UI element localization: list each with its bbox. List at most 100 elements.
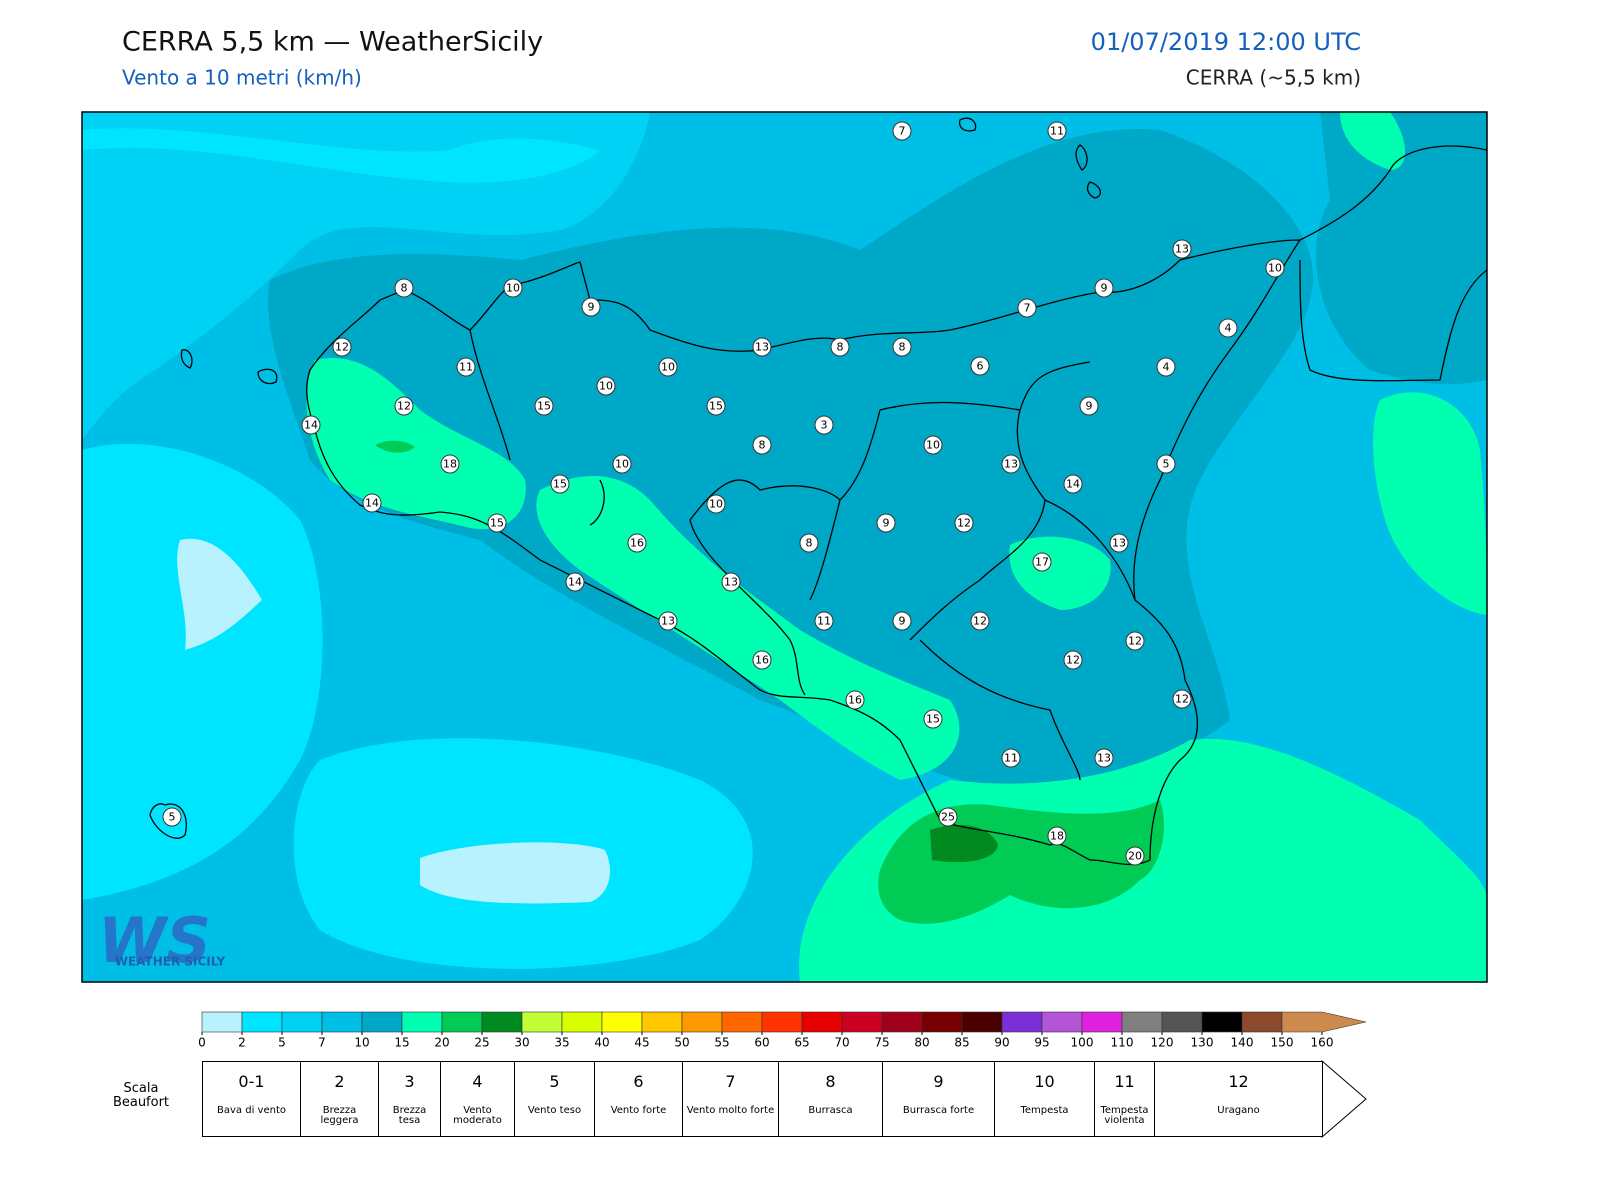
tick-label: 120 [1151,1036,1174,1050]
beaufort-description: Bava di vento [217,1105,286,1116]
station-value: 6 [977,360,984,373]
color-box [441,1011,483,1033]
station-marker [1047,826,1067,846]
beaufort-description: Brezza leggera [320,1105,359,1126]
map: WS WEATHER SICILY [82,112,1487,982]
station-value: 14 [1066,478,1080,491]
station-marker [706,494,726,514]
station-value: 8 [759,439,766,452]
station-marker [301,415,321,435]
color-box [681,1011,723,1033]
station-marker [876,513,896,533]
station-value: 10 [615,458,629,471]
station-marker [565,572,585,592]
station-marker [1047,121,1067,141]
station-value: 9 [588,301,595,314]
station-value: 13 [1112,537,1126,550]
station-marker [1125,631,1145,651]
model: CERRA (~5,5 km) [1186,66,1361,90]
station-value: 7 [1024,302,1031,315]
tick-label: 20 [434,1036,449,1050]
color-box [641,1011,683,1033]
beaufort-cell: 12 Uragano [1154,1061,1323,1137]
color-box [1161,1011,1203,1033]
field [1315,112,1487,385]
color-box [761,1011,803,1033]
station-marker [721,572,741,592]
beaufort-force: 7 [725,1072,736,1091]
station-marker [1125,846,1145,866]
color-box [241,1011,283,1033]
color-box [401,1011,443,1033]
station-value: 8 [837,341,844,354]
station-value: 11 [1004,752,1018,765]
color-box [921,1011,963,1033]
color-box [1281,1011,1367,1033]
beaufort-cell: 8 Burrasca [778,1061,883,1137]
beaufort-force: 10 [1034,1072,1055,1091]
station-value: 13 [724,576,738,589]
beaufort-arrow [1321,1059,1367,1139]
station-marker [487,513,507,533]
tick-label: 50 [674,1036,689,1050]
color-box [881,1011,923,1033]
station-marker [830,337,850,357]
station-marker [658,611,678,631]
beaufort-description: Uragano [1217,1105,1260,1116]
beaufort-cell: 9 Burrasca forte [882,1061,995,1137]
station-marker [658,357,678,377]
beaufort-cell: 0-1 Bava di vento [202,1061,301,1137]
station-marker [892,611,912,631]
beaufort-cell: 4 Vento moderato [440,1061,515,1137]
station-value: 13 [661,615,675,628]
station-value: 8 [899,341,906,354]
station-marker [1094,278,1114,298]
station-marker [954,513,974,533]
beaufort-description: Burrasca [808,1105,853,1116]
station-value: 12 [335,341,349,354]
station-marker [627,533,647,553]
color-box [201,1011,243,1033]
beaufort-force: 12 [1228,1072,1249,1091]
station-value: 17 [1035,556,1049,569]
station-marker [550,474,570,494]
station-value: 15 [537,400,551,413]
station-marker [845,690,865,710]
station-value: 10 [709,498,723,511]
tick-label: 160 [1311,1036,1334,1050]
field [1340,112,1405,170]
station-marker [362,493,382,513]
field [268,129,1314,790]
station-marker [1017,298,1037,318]
field [306,358,526,530]
beaufort-cell: 2 Brezza leggera [300,1061,379,1137]
tick-label: 45 [634,1036,649,1050]
tick-label: 30 [514,1036,529,1050]
tick-label: 85 [954,1036,969,1050]
station-value: 10 [661,361,675,374]
station-value: 12 [1175,693,1189,706]
station-value: 4 [1163,361,1170,374]
station-marker [534,396,554,416]
station-value: 12 [397,400,411,413]
station-value: 11 [1050,125,1064,138]
beaufort-description: Vento teso [527,1105,582,1116]
tick-label: 5 [278,1036,286,1050]
field [82,443,323,900]
color-box [801,1011,843,1033]
station-value: 5 [169,811,176,824]
station-marker [892,337,912,357]
color-box [281,1011,323,1033]
beaufort-description: Tempesta [1020,1105,1069,1116]
datetime: 01/07/2019 12:00 UTC [1091,28,1361,56]
tick-label: 35 [554,1036,569,1050]
station-marker [1094,748,1114,768]
station-marker [1001,454,1021,474]
color-box [521,1011,563,1033]
beaufort-cell: 3 Brezza tesa [378,1061,441,1137]
field [82,128,600,183]
tick-label: 90 [994,1036,1009,1050]
station-value: 12 [1128,635,1142,648]
station-value: 10 [506,282,520,295]
station-value: 8 [806,537,813,550]
